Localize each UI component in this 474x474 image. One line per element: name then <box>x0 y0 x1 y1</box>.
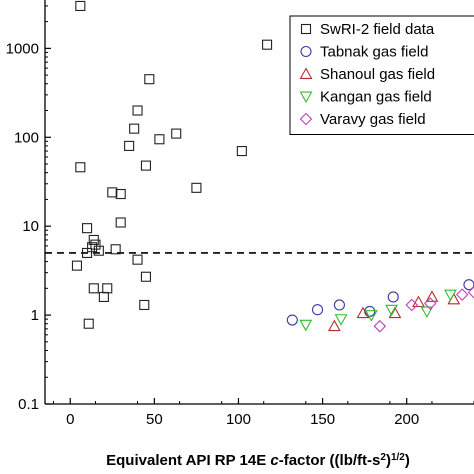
point-square <box>154 134 165 145</box>
point-square <box>236 146 247 157</box>
point-square <box>124 140 135 151</box>
point-diamond <box>455 288 469 301</box>
point-square <box>83 318 94 329</box>
point-triangle-down <box>385 304 398 317</box>
data-layer <box>45 0 474 333</box>
point-triangle-up <box>356 306 370 319</box>
legend-label: Varavy gas field <box>320 111 426 128</box>
point-square <box>262 39 273 50</box>
x-tick-label: 150 <box>310 411 335 428</box>
point-square <box>191 182 202 193</box>
y-tick-label: 0.1 <box>18 396 39 413</box>
point-square <box>102 283 113 294</box>
y-tick-label: 1000 <box>6 40 39 57</box>
point-square <box>144 74 155 85</box>
point-circle <box>311 304 324 316</box>
point-triangle-down <box>444 289 457 302</box>
point-square <box>129 123 140 134</box>
point-square <box>75 0 86 12</box>
point-diamond <box>423 297 437 310</box>
point-square <box>93 245 104 256</box>
x-tick-label: 200 <box>394 411 419 428</box>
point-square <box>140 271 151 282</box>
point-square <box>132 254 143 265</box>
point-square <box>71 260 83 271</box>
y-tick-label: 100 <box>14 129 39 146</box>
y-tick-label: 10 <box>22 218 39 235</box>
x-tick-label: 0 <box>66 411 74 428</box>
x-tick-label: 50 <box>146 411 163 428</box>
legend-marker-circle <box>300 45 312 58</box>
point-square <box>139 299 150 311</box>
x-tick-label: 100 <box>226 411 251 428</box>
point-triangle-up <box>425 290 439 302</box>
legend-marker-triangle-up <box>299 67 313 79</box>
point-triangle-down <box>334 314 348 326</box>
point-square <box>98 291 109 302</box>
point-square <box>90 239 101 250</box>
point-triangle-down <box>420 306 434 319</box>
legend: SwRI-2 field data Tabnak gas field Shanoul… <box>289 15 474 135</box>
point-diamond <box>405 298 419 312</box>
point-triangle-up <box>388 306 402 319</box>
point-triangle-up <box>327 319 341 332</box>
point-square <box>88 283 99 294</box>
point-diamond <box>373 319 387 333</box>
legend-marker-diamond <box>299 112 313 126</box>
point-square <box>115 188 126 200</box>
legend-marker-triangle-down <box>299 91 313 104</box>
point-square <box>107 187 118 198</box>
point-diamond <box>467 286 474 299</box>
point-square <box>132 105 143 116</box>
point-circle <box>333 299 345 311</box>
point-square <box>110 244 121 255</box>
legend-box <box>289 15 474 135</box>
point-circle <box>286 314 298 326</box>
point-square <box>82 223 93 234</box>
axes: 0.1 1 10 100 1000 0 50 100 150 200 <box>6 0 474 428</box>
legend-label: Tabnak gas field <box>320 44 428 61</box>
legend-label: SwRI-2 field data <box>320 21 435 38</box>
point-square <box>171 128 182 139</box>
x-axis-title: Equivalent API RP 14E c-factor ((lb/ft-s… <box>106 452 410 470</box>
point-triangle-down <box>364 310 378 322</box>
legend-label: Kangan gas field <box>320 89 432 106</box>
legend-marker-square <box>300 23 312 35</box>
point-circle <box>387 291 399 303</box>
y-tick-label: 1 <box>31 307 39 324</box>
point-square <box>82 247 93 258</box>
point-triangle-up <box>412 295 425 308</box>
point-square <box>140 160 151 171</box>
point-square <box>75 162 86 173</box>
plot-area <box>45 0 474 333</box>
point-square <box>115 217 126 228</box>
legend-label: Shanoul gas field <box>320 66 435 83</box>
point-triangle-down <box>299 319 313 332</box>
